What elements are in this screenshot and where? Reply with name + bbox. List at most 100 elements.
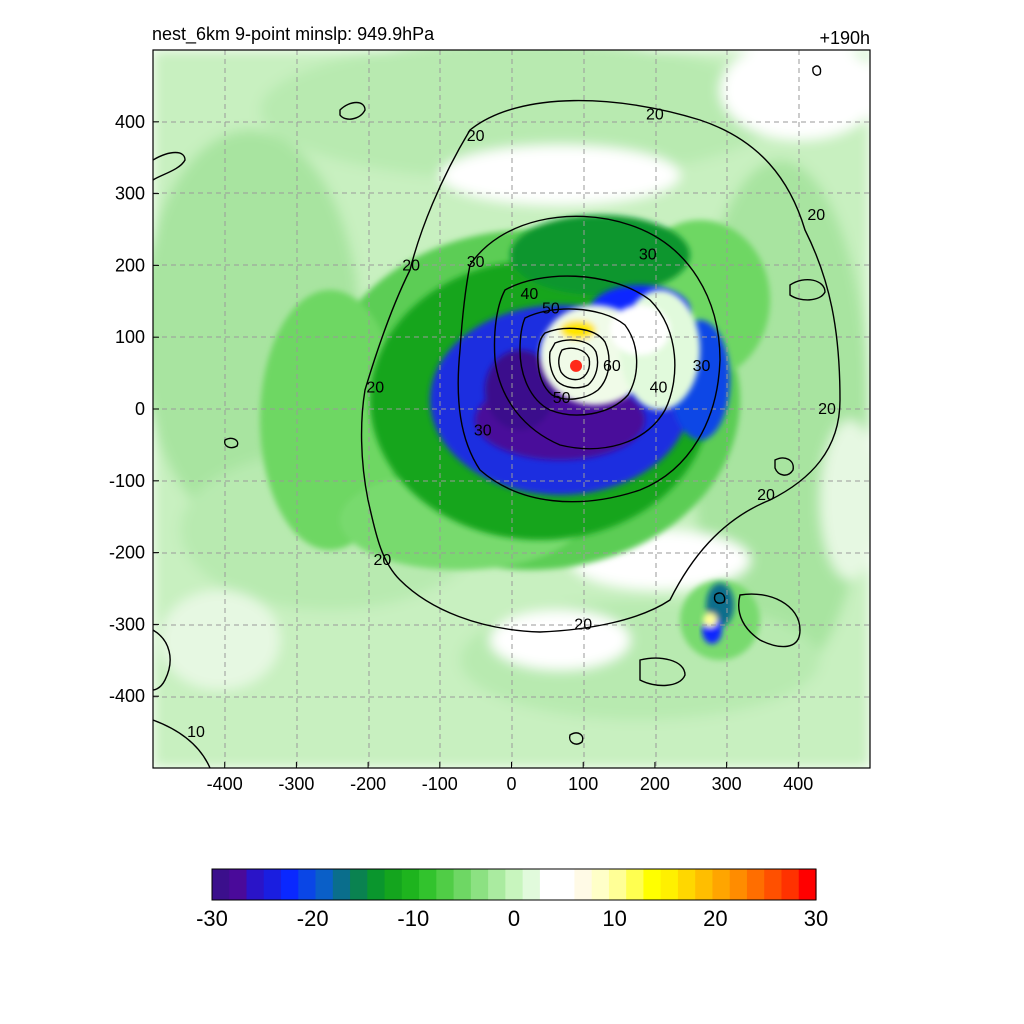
contour-label: 20 xyxy=(757,487,775,504)
contour-label: 60 xyxy=(603,358,621,375)
colorbar-cell xyxy=(677,869,696,900)
colorbar-cell xyxy=(746,869,765,900)
x-tick-label: 100 xyxy=(568,774,598,794)
colorbar-cell xyxy=(643,869,662,900)
x-tick-label: 0 xyxy=(506,774,516,794)
y-tick-label: -400 xyxy=(109,686,145,706)
colorbar-cell xyxy=(764,869,783,900)
contour-southeast-loop xyxy=(738,593,801,648)
contour-30 xyxy=(457,215,721,503)
contour-label: 20 xyxy=(402,257,420,274)
contour-label: 30 xyxy=(639,247,657,264)
colorbar-tick-label: -20 xyxy=(297,906,329,931)
colorbar-cell xyxy=(350,869,368,900)
colorbar-cell xyxy=(419,869,437,900)
colorbar-cell xyxy=(367,869,386,900)
colorbar-tick-label: 30 xyxy=(804,906,828,931)
colorbar-labels: -30 -20 -10 0 10 20 30 xyxy=(196,906,828,931)
colorbar-cell xyxy=(246,869,265,900)
contour-label: 20 xyxy=(374,552,392,569)
forecast-hour-label: +190h xyxy=(819,28,870,48)
colorbar-cell xyxy=(298,869,317,900)
colorbar-cell xyxy=(712,869,731,900)
x-tick-label: 300 xyxy=(712,774,742,794)
colorbar-cell xyxy=(384,869,403,900)
colorbar-cell xyxy=(453,869,472,900)
colorbar-cell xyxy=(332,869,351,900)
x-tick-label: -200 xyxy=(350,774,386,794)
colorbar-cell xyxy=(281,869,299,900)
colorbar-cell xyxy=(436,869,455,900)
y-tick-label: 0 xyxy=(135,399,145,419)
colorbar-cell xyxy=(591,869,610,900)
colorbar-cell xyxy=(488,869,506,900)
colorbar-tick-label: -10 xyxy=(397,906,429,931)
contour-label: 20 xyxy=(646,107,664,124)
colorbar-tick-label: 10 xyxy=(602,906,626,931)
colorbar-cell xyxy=(608,869,627,900)
contour-label: 30 xyxy=(693,358,711,375)
contour-label: 20 xyxy=(467,128,485,145)
colorbar-cell xyxy=(695,869,714,900)
contour-label: 30 xyxy=(474,423,492,440)
contour-label: 40 xyxy=(521,286,539,303)
y-tick-label: 200 xyxy=(115,255,145,275)
y-tick-label: 400 xyxy=(115,112,145,132)
colorbar-cell xyxy=(212,869,230,900)
contour-label: 20 xyxy=(574,616,592,633)
y-tick-label: -200 xyxy=(109,543,145,563)
x-tick-label: -300 xyxy=(278,774,314,794)
contour-20-outer xyxy=(360,99,841,633)
colorbar-cell xyxy=(539,869,558,900)
y-tick-label: 300 xyxy=(115,184,145,204)
colorbar-cell xyxy=(729,869,748,900)
colorbar-cell xyxy=(798,869,817,900)
colorbar-cell xyxy=(660,869,679,900)
contour-label: 20 xyxy=(818,401,836,418)
contour-label: 10 xyxy=(187,724,205,741)
contour-label: 20 xyxy=(807,207,825,224)
x-tick-label: -400 xyxy=(207,774,243,794)
x-tick-label: 200 xyxy=(640,774,670,794)
chart-title: nest_6km 9-point minslp: 949.9hPa xyxy=(152,24,435,45)
y-tick-label: 100 xyxy=(115,327,145,347)
colorbar-cell xyxy=(574,869,593,900)
wind-contours xyxy=(153,65,841,768)
contour-label: 30 xyxy=(467,254,485,271)
colorbar-cell xyxy=(557,869,575,900)
x-tick-label: -100 xyxy=(422,774,458,794)
colorbar-cell xyxy=(315,869,334,900)
colorbar-cell xyxy=(263,869,282,900)
contour-40 xyxy=(493,275,676,450)
eye-region xyxy=(540,290,700,410)
storm-center-marker xyxy=(570,359,583,372)
colorbar-cell xyxy=(401,869,420,900)
colorbar-cell xyxy=(505,869,524,900)
colorbar-cell xyxy=(470,869,489,900)
y-tick-label: -100 xyxy=(109,471,145,491)
y-tick-label: -300 xyxy=(109,614,145,634)
x-tick-label: 400 xyxy=(783,774,813,794)
colorbar-tick-label: -30 xyxy=(196,906,228,931)
colorbar-cell xyxy=(781,869,800,900)
colorbar-tick-label: 0 xyxy=(508,906,520,931)
colorbar-cell xyxy=(626,869,645,900)
colorbar-cell xyxy=(229,869,248,900)
colorbar: -30 -20 -10 0 10 20 30 xyxy=(196,868,828,931)
grid-lines xyxy=(153,50,870,768)
contour-50 xyxy=(519,308,638,416)
contour-label: 40 xyxy=(650,379,668,396)
contour-label: 50 xyxy=(553,390,571,407)
contour-label: 50 xyxy=(542,300,560,317)
contour-label: 20 xyxy=(366,379,384,396)
x-axis: -400 -300 -200 -100 0 100 200 300 400 xyxy=(207,762,813,794)
colorbar-frame xyxy=(211,868,817,901)
y-axis: -400 -300 -200 -100 0 100 200 300 400 xyxy=(109,112,159,706)
colorbar-cells xyxy=(212,869,817,900)
colorbar-tick-label: 20 xyxy=(703,906,727,931)
colorbar-cell xyxy=(522,869,541,900)
contour-60 xyxy=(537,327,610,400)
